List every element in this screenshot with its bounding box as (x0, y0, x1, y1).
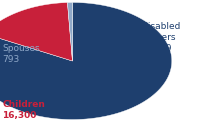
Text: Spouses
793: Spouses 793 (2, 44, 40, 64)
Polygon shape (0, 2, 171, 120)
Polygon shape (0, 3, 72, 61)
Text: Disabled
workers
81,799: Disabled workers 81,799 (140, 22, 179, 53)
Text: Children
16,300: Children 16,300 (2, 100, 45, 120)
Polygon shape (67, 2, 72, 61)
